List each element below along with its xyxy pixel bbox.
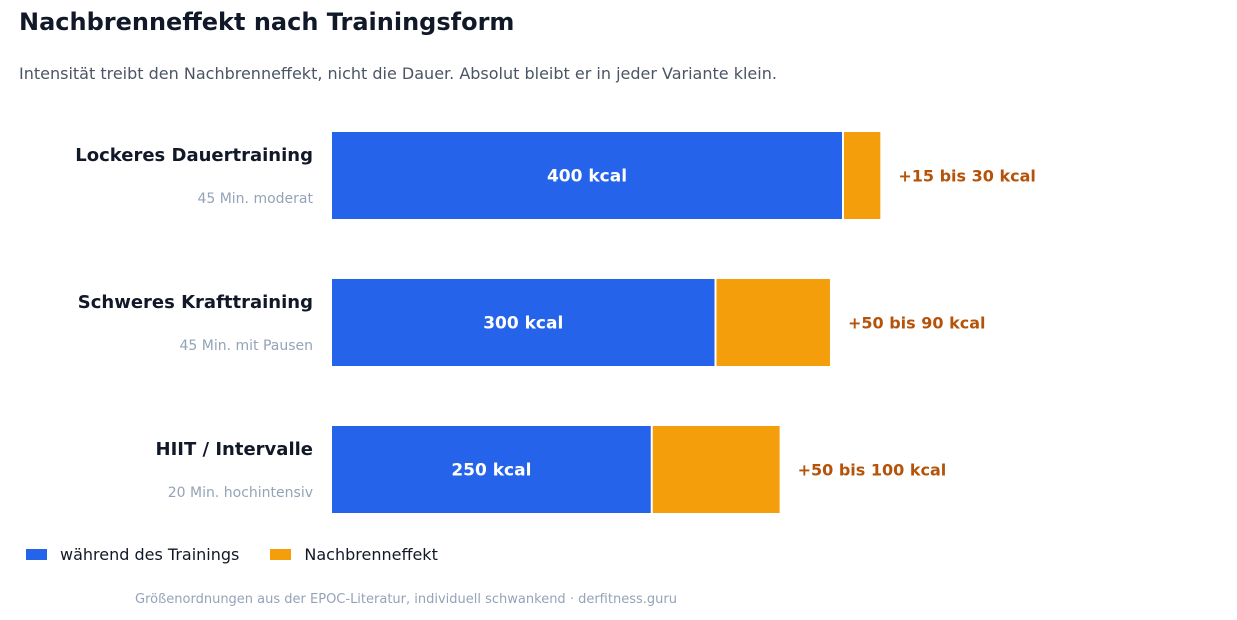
bar-value-label: 300 kcal: [483, 314, 563, 334]
bar-afterburn: [652, 426, 780, 513]
category-sublabel: 20 Min. hochintensiv: [168, 485, 313, 501]
legend-item-afterburn: Nachbrenneffekt: [270, 545, 438, 564]
afterburn-value-label: +50 bis 90 kcal: [848, 314, 986, 333]
afterburn-value-label: +15 bis 30 kcal: [898, 167, 1036, 186]
category-label: Lockeres Dauertraining: [75, 145, 313, 166]
legend: während des Trainings Nachbrenneffekt: [26, 545, 469, 564]
bar-training: [332, 132, 842, 219]
bar-afterburn: [844, 132, 881, 219]
category-label: Schweres Krafttraining: [78, 292, 313, 313]
category-sublabel: 45 Min. moderat: [197, 191, 313, 207]
category-label: HIIT / Intervalle: [156, 439, 313, 460]
legend-label-afterburn: Nachbrenneffekt: [304, 545, 438, 564]
legend-item-training: während des Trainings: [26, 545, 239, 564]
category-sublabel: 45 Min. mit Pausen: [179, 338, 313, 354]
bar-training: [332, 426, 651, 513]
footnote: Größenordnungen aus der EPOC-Literatur, …: [135, 592, 677, 607]
chart-subtitle: Intensität treibt den Nachbrenneffekt, n…: [19, 64, 777, 83]
afterburn-value-label: +50 bis 100 kcal: [798, 461, 947, 480]
bar-training: [332, 279, 715, 366]
legend-swatch-afterburn: [270, 549, 292, 560]
chart-title: Nachbrenneffekt nach Trainingsform: [19, 8, 515, 36]
bar-afterburn: [716, 279, 830, 366]
bar-value-label: 250 kcal: [451, 461, 531, 481]
legend-label-training: während des Trainings: [60, 545, 240, 564]
bar-chart: Lockeres Dauertraining 45 Min. moderat 400…: [75, 132, 1036, 513]
bar-value-label: 400 kcal: [547, 167, 627, 187]
legend-swatch-training: [26, 549, 47, 560]
